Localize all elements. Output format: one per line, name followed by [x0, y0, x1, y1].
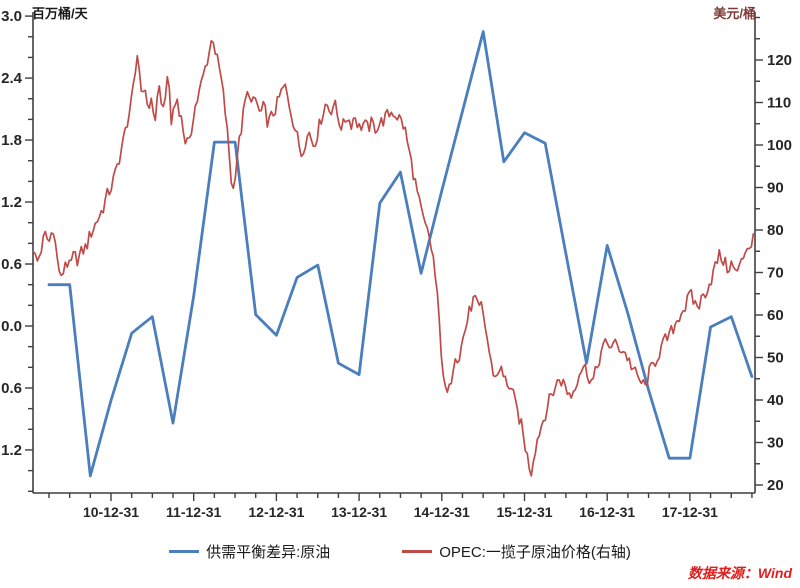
right-axis-tick-label: 110	[767, 95, 791, 112]
opec-basket-price-line	[32, 39, 755, 477]
x-axis-tick-label: 12-12-31	[248, 504, 304, 520]
right-axis-tick-label: 60	[767, 307, 784, 324]
x-axis-tick-label: 11-12-31	[166, 504, 221, 520]
right-axis-tick-label: 80	[767, 222, 784, 239]
red-line-swatch	[402, 550, 433, 553]
left-axis-tick-label: 2.4	[1, 70, 23, 87]
left-axis-tick-label: 0.0	[1, 318, 22, 335]
left-axis-tick-label: 0.6	[1, 256, 22, 273]
x-axis-tick-label: 16-12-31	[579, 504, 635, 520]
left-axis-tick-label: 0.6	[1, 380, 22, 397]
right-axis-tick-label: 70	[767, 265, 784, 282]
right-axis-tick-label: 90	[767, 180, 784, 197]
right-axis-tick-label: 30	[767, 435, 784, 452]
right-axis-tick-label: 40	[767, 392, 784, 409]
blue-line-swatch	[169, 550, 200, 553]
x-axis-tick-label: 17-12-31	[662, 504, 718, 520]
left-axis-tick-label: 3.0	[1, 8, 22, 25]
x-axis-tick-label: 10-12-31	[83, 504, 139, 520]
left-axis-tick-label: 1.2	[1, 442, 22, 459]
legend-item-supply-demand-balance: 供需平衡差异:原油	[169, 541, 330, 562]
x-axis-tick-label: 15-12-31	[496, 504, 552, 520]
legend-label: 供需平衡差异:原油	[206, 544, 331, 561]
right-axis-tick-label: 120	[767, 52, 792, 69]
left-axis-tick-label: 1.8	[1, 132, 22, 149]
x-axis-tick-label: 14-12-31	[414, 504, 470, 520]
right-axis-tick-label: 20	[767, 477, 784, 494]
legend-label: OPEC:一揽子原油价格(右轴)	[439, 544, 631, 561]
supply-demand-balance-line	[47, 30, 754, 478]
x-axis-tick-label: 13-12-31	[331, 504, 387, 520]
legend: 供需平衡差异:原油 OPEC:一揽子原油价格(右轴)	[0, 541, 800, 562]
left-axis-unit-label: 百万桶/天	[32, 6, 88, 21]
left-axis-tick-label: 1.2	[1, 194, 22, 211]
right-axis-tick-label: 50	[767, 350, 784, 367]
legend-item-opec-basket-price: OPEC:一揽子原油价格(右轴)	[402, 541, 631, 562]
data-source-note: 数据来源：Wind	[687, 565, 792, 581]
right-axis-tick-label: 100	[767, 137, 792, 154]
right-axis-unit-label: 美元/桶	[713, 6, 756, 21]
